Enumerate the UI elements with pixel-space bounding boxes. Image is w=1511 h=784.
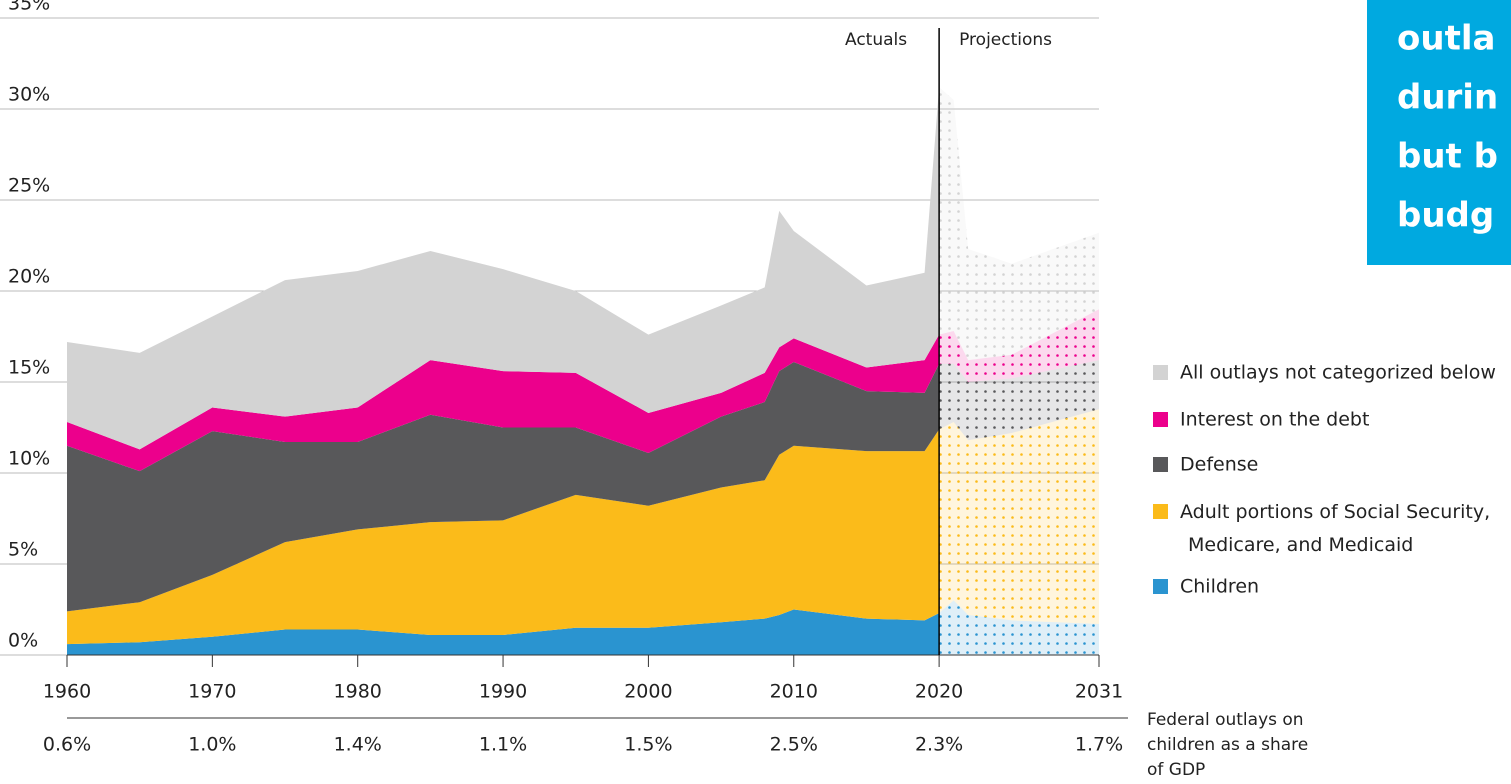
x-tick-label: 2010 — [770, 681, 818, 703]
gdp-share-label: 0.6% — [43, 734, 91, 756]
legend-label: Defense — [1180, 454, 1258, 476]
y-tick-label: 15% — [8, 357, 50, 379]
area — [67, 609, 940, 655]
gdp-share-title: children as a share — [1147, 735, 1308, 755]
gdp-share-label: 2.3% — [915, 734, 963, 756]
area — [67, 361, 940, 612]
annotation: Actuals — [845, 30, 907, 50]
gdp-share-label: 2.5% — [770, 734, 818, 756]
y-tick-label: 20% — [8, 266, 50, 288]
x-tick-label: 2031 — [1075, 681, 1123, 703]
gdp-share-label: 1.7% — [1075, 734, 1123, 756]
area-projection — [939, 600, 1099, 655]
gdp-share-title: Federal outlays on — [1147, 710, 1304, 730]
gdp-share-title: of GDP — [1147, 760, 1205, 780]
y-tick-label: 5% — [8, 539, 38, 561]
y-tick-label: 30% — [8, 84, 50, 106]
x-tick-label: 2020 — [915, 681, 963, 703]
legend-label: Interest on the debt — [1180, 409, 1369, 431]
gdp-share-label: 1.5% — [624, 734, 672, 756]
legend-swatch — [1153, 579, 1168, 594]
area-projection — [939, 409, 1099, 625]
callout-box — [1367, 0, 1511, 265]
area — [67, 87, 940, 450]
area-projection — [939, 309, 1099, 382]
callout-line: budg — [1397, 196, 1494, 236]
callout-line: outla — [1397, 19, 1495, 59]
x-tick-label: 1980 — [334, 681, 382, 703]
annotation: Projections — [959, 30, 1052, 50]
gdp-share-label: 1.1% — [479, 734, 527, 756]
legend-swatch — [1153, 457, 1168, 472]
x-tick-label: 1990 — [479, 681, 527, 703]
area — [67, 429, 940, 645]
y-tick-label: 0% — [8, 630, 38, 652]
y-tick-label: 35% — [8, 0, 50, 15]
legend-label: All outlays not categorized below — [1180, 362, 1496, 384]
area-projection — [939, 87, 1099, 361]
x-tick-label: 1960 — [43, 681, 91, 703]
legend-label: Adult portions of Social Security, Medica… — [1180, 501, 1490, 556]
legend-swatch — [1153, 504, 1168, 519]
callout-line: durin — [1397, 78, 1498, 118]
y-tick-label: 10% — [8, 448, 50, 470]
gdp-share-label: 1.4% — [334, 734, 382, 756]
x-tick-label: 2000 — [624, 681, 672, 703]
legend-swatch — [1153, 365, 1168, 380]
legend-swatch — [1153, 412, 1168, 427]
x-tick-label: 1970 — [188, 681, 236, 703]
y-tick-label: 25% — [8, 175, 50, 197]
area — [67, 334, 940, 472]
callout-line: but b — [1397, 137, 1498, 177]
legend-label: Children — [1180, 576, 1259, 598]
gdp-share-label: 1.0% — [188, 734, 236, 756]
area-projection — [939, 360, 1099, 441]
